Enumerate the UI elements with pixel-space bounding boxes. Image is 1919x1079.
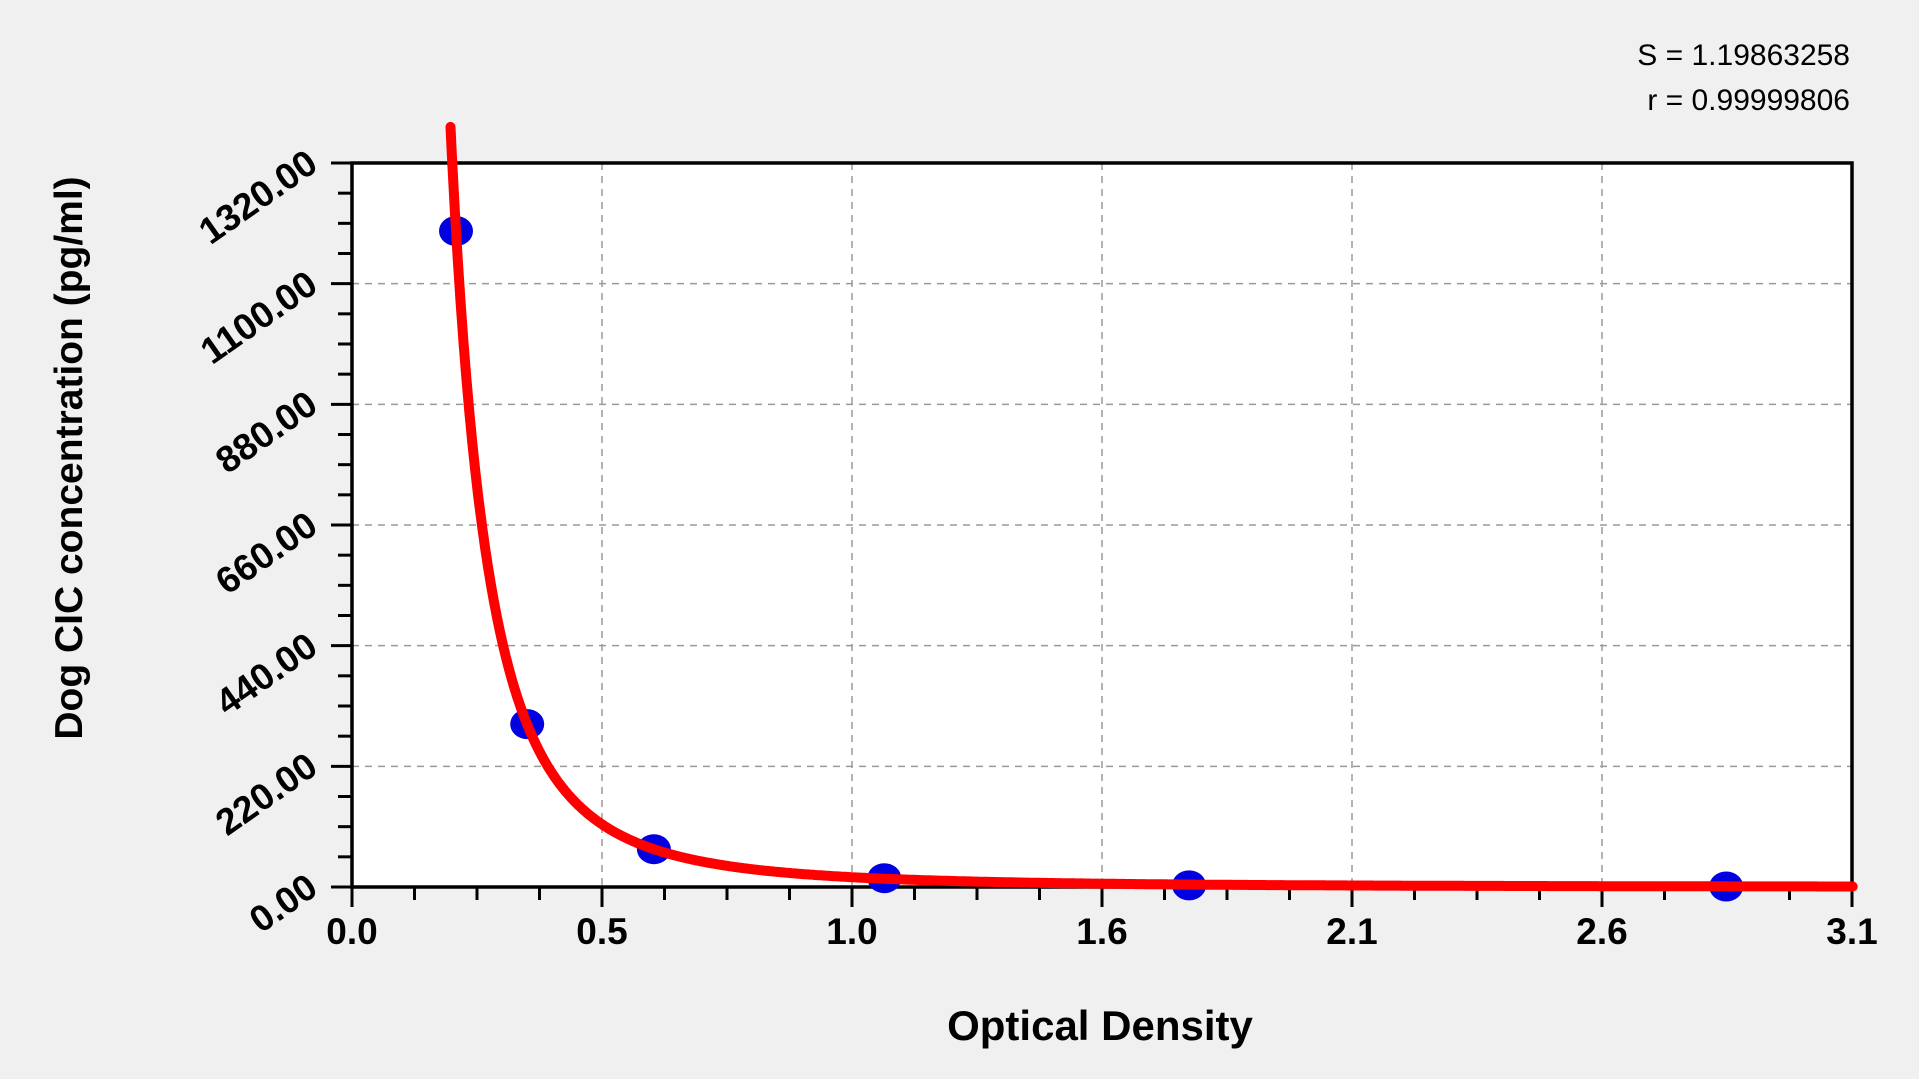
stat-r-value: r = 0.99999806: [1647, 84, 1850, 117]
x-tick-label: 3.1: [1826, 911, 1878, 952]
x-tick-label: 1.6: [1076, 911, 1128, 952]
y-axis-title: Dog CIC concentration (pg/ml): [48, 176, 91, 740]
fit-curve: [445, 121, 1858, 892]
x-tick-label: 2.1: [1326, 911, 1378, 952]
x-tick-label: 0.5: [576, 911, 628, 952]
stat-s-value: S = 1.19863258: [1637, 39, 1850, 72]
fit-statistics: S = 1.19863258 r = 0.99999806: [1637, 33, 1850, 123]
x-axis-title: Optical Density: [947, 1002, 1253, 1049]
x-tick-label: 2.6: [1576, 911, 1628, 952]
x-tick-label: 0.0: [326, 911, 378, 952]
x-tick-label: 1.0: [826, 911, 878, 952]
